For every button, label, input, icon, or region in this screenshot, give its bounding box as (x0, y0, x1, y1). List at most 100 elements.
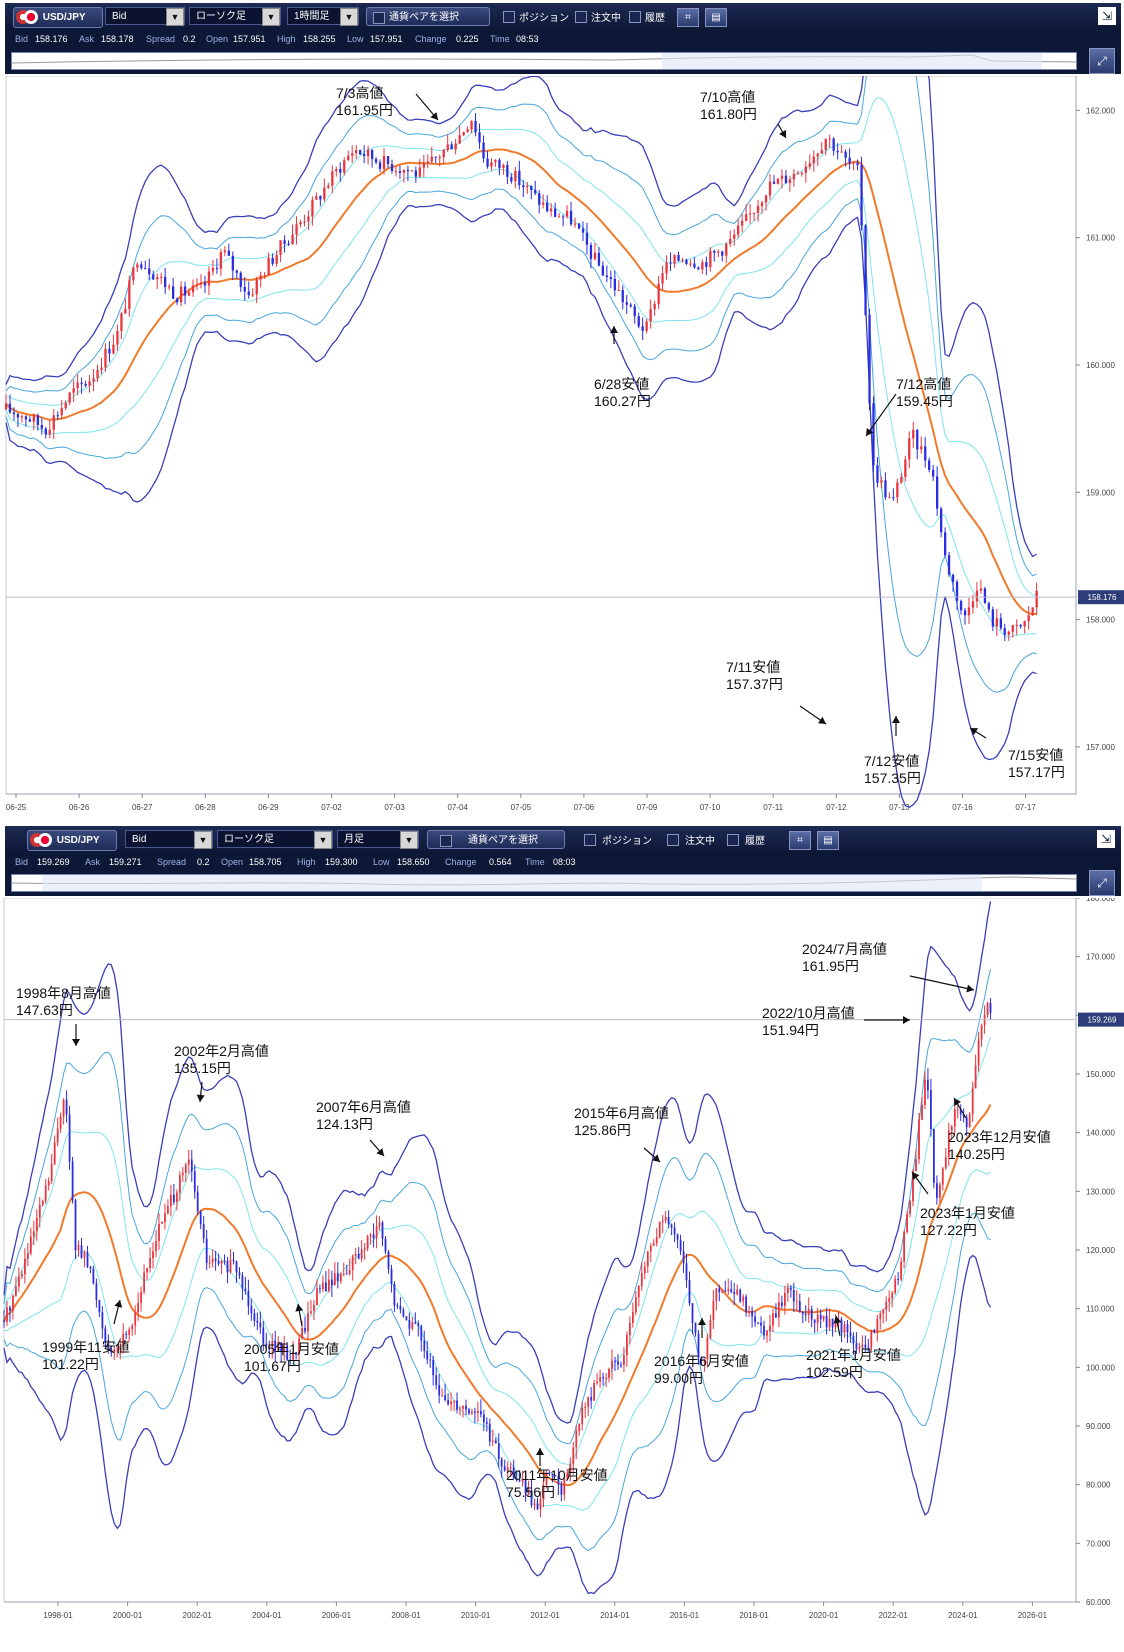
candle-body (468, 1409, 470, 1414)
candle-body (291, 234, 294, 245)
candle-body (119, 1346, 122, 1350)
candle-body (933, 1129, 935, 1184)
candle-body (357, 1253, 360, 1259)
candle-body (614, 1360, 616, 1362)
pair-badge[interactable]: USD/JPY (27, 830, 117, 851)
candle-body (927, 1079, 929, 1091)
positions-checkbox[interactable] (584, 834, 596, 846)
candle-body (550, 208, 553, 212)
candle-body (536, 1503, 539, 1509)
candle-body (378, 1222, 381, 1227)
price-type-select[interactable]: Bid ▼ (105, 7, 185, 26)
bollinger-band-line (3, 1254, 992, 1595)
candle-body (60, 408, 63, 416)
candle-body (191, 285, 195, 293)
annotation-price: 127.22円 (920, 1222, 977, 1238)
low-label: Low (347, 34, 364, 44)
candle-body (295, 224, 298, 235)
candle-body (584, 1407, 587, 1408)
candle-body (563, 1479, 566, 1495)
timeframe-value: 1時間足 (294, 11, 330, 22)
candle-body (620, 1364, 622, 1366)
annotation-price: 147.63円 (16, 1002, 73, 1018)
chart-tool-button[interactable]: ⌗ (789, 831, 811, 850)
collapse-button[interactable]: ⇲ (1098, 7, 1116, 25)
annotation-price: 157.35円 (864, 770, 921, 786)
x-tick-label: 2012-01 (531, 1611, 561, 1620)
y-tick-label: 90.000 (1086, 1422, 1111, 1431)
candle-body (355, 150, 358, 154)
annotation-label: 2024/7月高値 (802, 941, 887, 957)
candle-body (29, 1236, 32, 1254)
navigator-scrollbar[interactable] (11, 874, 1077, 892)
candle-body (68, 1114, 71, 1162)
candle-body (71, 1161, 74, 1201)
candle-body (226, 1260, 229, 1273)
chart-tool-button[interactable]: ⌗ (677, 8, 699, 27)
candle-body (640, 1273, 643, 1287)
candle-body (539, 1499, 542, 1509)
collapse-button[interactable]: ⇲ (1097, 830, 1115, 848)
pair-label: USD/JPY (42, 12, 86, 23)
candle-body (569, 1464, 572, 1473)
select-pair-button[interactable]: 通貨ペアを選択 (427, 830, 565, 849)
candle-body (664, 1217, 667, 1221)
candle-body (253, 1313, 256, 1321)
chart-type-select[interactable]: ローソク足 ▼ (189, 7, 281, 26)
window-button[interactable]: ▤ (705, 8, 727, 27)
current-price-tag-bg (1078, 590, 1124, 605)
candle-body (566, 1472, 569, 1480)
candle-body (665, 262, 668, 274)
candle-body (542, 1484, 545, 1500)
candle-body (113, 1349, 116, 1353)
time-value: 08:53 (516, 34, 539, 44)
candle-body (587, 1396, 590, 1407)
navigator-scrollbar[interactable] (11, 52, 1077, 70)
candle-body (446, 144, 449, 150)
candle-body (941, 1168, 944, 1185)
annotation-price: 151.94円 (762, 1022, 819, 1038)
window-button[interactable]: ▤ (817, 831, 839, 850)
candle-body (848, 157, 851, 164)
candle-body (756, 206, 760, 213)
candle-body (718, 1288, 721, 1293)
select-pair-button[interactable]: 通貨ペアを選択 (366, 7, 490, 26)
pair-badge[interactable]: USD/JPY (13, 7, 103, 28)
candle-body (232, 1259, 235, 1262)
candle-body (414, 170, 417, 177)
fit-button[interactable]: ⤢ (1089, 48, 1115, 74)
positions-checkbox[interactable] (503, 11, 515, 23)
candle-body (104, 348, 107, 368)
candle-body (429, 1359, 432, 1361)
candle-body (423, 1340, 426, 1352)
chart-type-select[interactable]: ローソク足 ▼ (217, 830, 333, 849)
candle-body (748, 1311, 750, 1313)
candle-body (510, 176, 513, 182)
candle-body (311, 199, 314, 217)
price-type-select[interactable]: Bid ▼ (125, 830, 213, 849)
current-price-tag-bg (1078, 1012, 1124, 1027)
candle-body (98, 1300, 101, 1313)
candle-body (18, 1276, 20, 1287)
candle-body (554, 1475, 557, 1477)
fit-button[interactable]: ⤢ (1089, 870, 1115, 896)
timeframe-select[interactable]: 1時間足 ▼ (287, 7, 359, 26)
candle-body (410, 170, 413, 172)
candle-body (867, 1347, 870, 1349)
time-label: Time (525, 857, 545, 867)
history-checkbox[interactable] (629, 11, 641, 23)
orders-checkbox[interactable] (667, 834, 679, 846)
history-checkbox[interactable] (727, 834, 739, 846)
candle-body (262, 1327, 265, 1344)
hourly-chart-panel: USD/JPY Bid ▼ ローソク足 ▼ 1時間足 ▼ 通貨ペアを選択 ポジション … (0, 0, 1124, 818)
candle-body (709, 1320, 712, 1338)
candle-body (280, 1342, 283, 1352)
expand-icon: ⤢ (1097, 54, 1107, 68)
x-tick-label: 06-25 (6, 803, 27, 812)
x-tick-label: 1998-01 (43, 1611, 73, 1620)
orders-checkbox[interactable] (575, 11, 587, 23)
candle-body (319, 196, 322, 200)
candle-body (888, 1298, 891, 1302)
timeframe-select[interactable]: 月足 ▼ (337, 830, 419, 849)
annotation-arrowhead (818, 716, 826, 724)
